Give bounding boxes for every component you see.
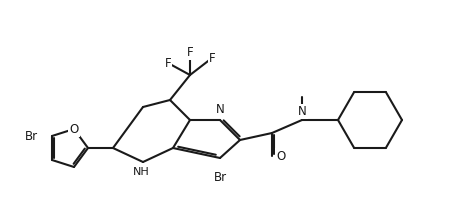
Text: O: O bbox=[276, 149, 285, 163]
Text: NH: NH bbox=[132, 167, 149, 177]
Text: O: O bbox=[69, 123, 79, 135]
Text: N: N bbox=[298, 105, 307, 118]
Text: F: F bbox=[187, 46, 193, 59]
Text: N: N bbox=[216, 103, 224, 116]
Text: F: F bbox=[209, 52, 215, 65]
Text: F: F bbox=[165, 57, 171, 69]
Text: Br: Br bbox=[25, 129, 38, 143]
Text: Br: Br bbox=[213, 171, 227, 184]
